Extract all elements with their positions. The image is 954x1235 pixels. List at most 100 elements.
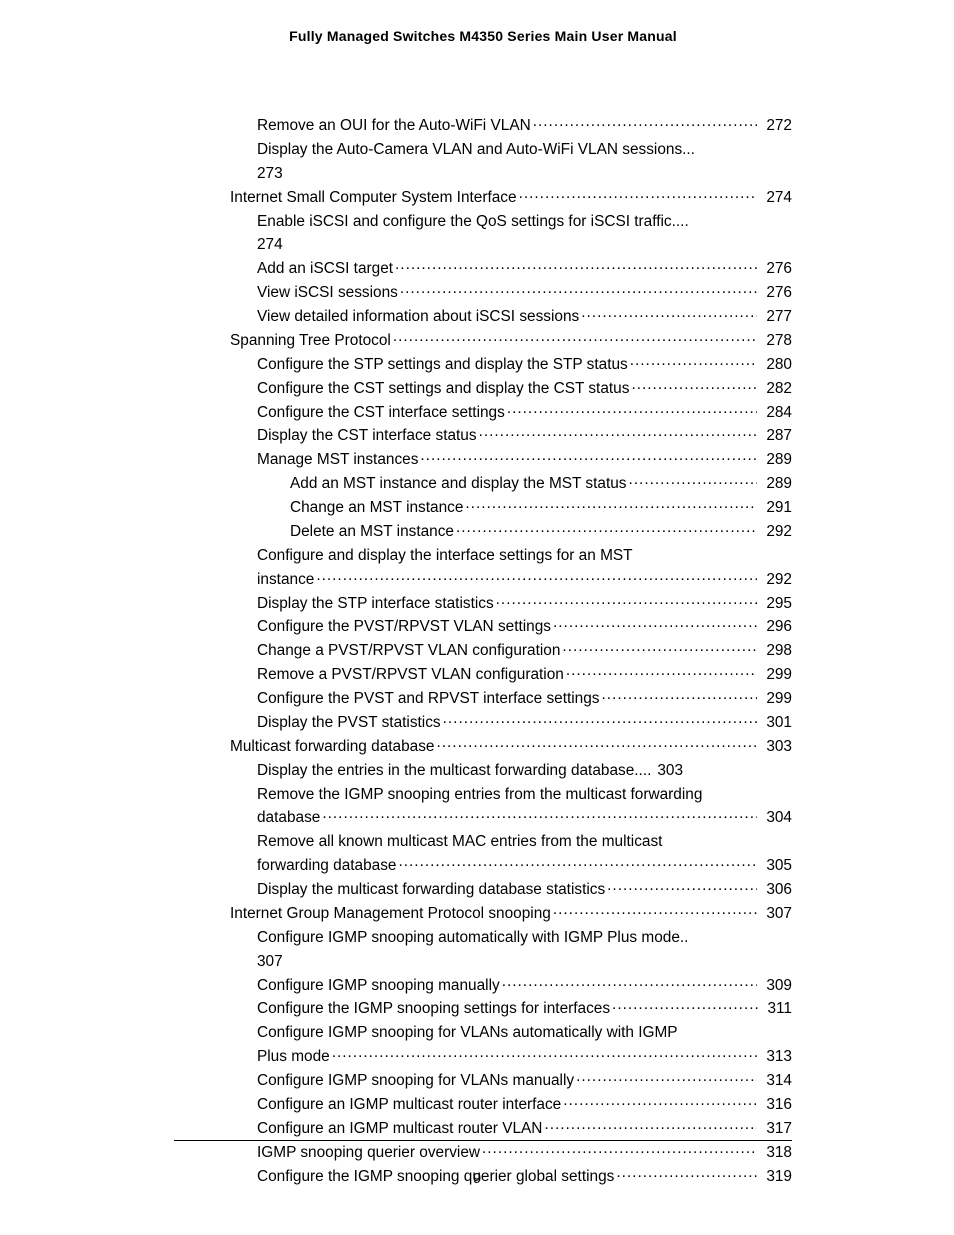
toc-label: View iSCSI sessions [257,281,398,305]
toc-page: 305 [760,854,792,878]
toc-entry[interactable]: View iSCSI sessions276 [174,281,792,305]
toc-entry[interactable]: Display the CST interface status287 [174,424,792,448]
toc-entry[interactable]: Configure the CST interface settings 284 [174,401,792,425]
toc-page: 282 [760,377,792,401]
toc-entry[interactable]: View detailed information about iSCSI se… [174,305,792,329]
toc-label: Display the PVST statistics [257,711,441,735]
toc-entry[interactable]: Add an MST instance and display the MST … [174,472,792,496]
toc-entry[interactable]: Configure the IGMP snooping settings for… [174,997,792,1021]
toc-entry[interactable]: Change an MST instance291 [174,496,792,520]
toc-entry[interactable]: Display the multicast forwarding databas… [174,878,792,902]
toc-entry[interactable]: IGMP snooping querier overview318 [174,1141,792,1165]
leader-dots [630,353,758,377]
toc-label: Remove all known multicast MAC entries f… [257,830,792,854]
toc-label: View detailed information about iSCSI se… [257,305,579,329]
leader-dots [612,997,758,1021]
toc-label: Manage MST instances [257,448,418,472]
toc-label: Display the entries in the multicast for… [257,762,651,779]
toc-label-cont: forwarding database [257,854,396,878]
leader-dots [393,329,757,353]
toc-label: Change a PVST/RPVST VLAN configuration [257,639,560,663]
toc-label: Configure IGMP snooping manually [257,974,500,998]
toc-entry[interactable]: Remove all known multicast MAC entries f… [174,830,792,878]
toc-entry[interactable]: Remove a PVST/RPVST VLAN configuration29… [174,663,792,687]
toc-label: Configure the CST interface settings [257,401,505,425]
leader-dots [420,448,757,472]
toc-entry[interactable]: Internet Small Computer System Interface… [174,186,792,210]
toc-entry[interactable]: Change a PVST/RPVST VLAN configuration29… [174,639,792,663]
toc-entry[interactable]: Configure the PVST/RPVST VLAN settings29… [174,615,792,639]
toc-page: 299 [760,663,792,687]
toc-entry[interactable]: Configure the STP settings and display t… [174,353,792,377]
toc-page: 295 [760,592,792,616]
toc-page: 316 [760,1093,792,1117]
toc-page: 289 [760,472,792,496]
toc-label: IGMP snooping querier overview [257,1141,480,1165]
toc-label: Delete an MST instance [290,520,454,544]
toc-entry[interactable]: Remove an OUI for the Auto-WiFi VLAN 272 [174,114,792,138]
toc-entry[interactable]: Configure and display the interface sett… [174,544,792,592]
toc-entry[interactable]: Remove the IGMP snooping entries from th… [174,783,792,831]
toc-entry[interactable]: Display the STP interface statistics 295 [174,592,792,616]
toc-entry[interactable]: Multicast forwarding database303 [174,735,792,759]
toc-label: Configure the PVST/RPVST VLAN settings [257,615,551,639]
toc-label-cont: Plus mode [257,1045,330,1069]
leader-dots [316,568,757,592]
leader-dots [443,711,758,735]
toc-entry[interactable]: Display the entries in the multicast for… [174,759,792,783]
toc-label: Add an iSCSI target [257,257,393,281]
toc-page: 272 [760,114,792,138]
leader-dots [482,1141,757,1165]
toc-entry[interactable]: Internet Group Management Protocol snoop… [174,902,792,926]
toc-entry[interactable]: Delete an MST instance 292 [174,520,792,544]
toc-entry[interactable]: Add an iSCSI target276 [174,257,792,281]
toc-entry[interactable]: Configure an IGMP multicast router inter… [174,1093,792,1117]
leader-dots [395,257,757,281]
toc-entry[interactable]: Configure IGMP snooping manually 309 [174,974,792,998]
toc-page: 307 [257,950,792,974]
toc-entry[interactable]: Configure IGMP snooping automatically wi… [174,926,792,974]
toc-label: Enable iSCSI and configure the QoS setti… [257,213,689,230]
toc-entry[interactable]: Configure IGMP snooping for VLANs automa… [174,1021,792,1069]
toc-entry[interactable]: Configure the PVST and RPVST interface s… [174,687,792,711]
toc-entry[interactable]: Configure an IGMP multicast router VLAN3… [174,1117,792,1141]
toc-entry[interactable]: Configure the CST settings and display t… [174,377,792,401]
leader-dots [398,854,757,878]
leader-dots [507,401,758,425]
toc-page: 277 [760,305,792,329]
leader-dots [436,735,757,759]
toc-page: 304 [760,806,792,830]
leader-dots [502,974,758,998]
leader-dots [629,472,758,496]
toc-page: 287 [760,424,792,448]
toc-label: Remove an OUI for the Auto-WiFi VLAN [257,114,531,138]
toc-entry[interactable]: Configure IGMP snooping for VLANs manual… [174,1069,792,1093]
toc-entry[interactable]: Manage MST instances289 [174,448,792,472]
toc-entry[interactable]: Enable iSCSI and configure the QoS setti… [174,210,792,258]
toc-label: Remove the IGMP snooping entries from th… [257,783,792,807]
toc-page: 309 [760,974,792,998]
toc-page: 274 [257,233,792,257]
toc-page: 284 [760,401,792,425]
toc-label: Spanning Tree Protocol [230,329,391,353]
page-number: 9 [0,1170,954,1187]
toc-label-cont: instance [257,568,314,592]
toc-entry[interactable]: Display the Auto-Camera VLAN and Auto-Wi… [174,138,792,186]
toc-label: Display the Auto-Camera VLAN and Auto-Wi… [257,141,695,158]
leader-dots [456,520,757,544]
toc-label: Display the STP interface statistics [257,592,494,616]
toc-page: 291 [760,496,792,520]
toc-label: Internet Small Computer System Interface [230,186,517,210]
toc-entry[interactable]: Display the PVST statistics301 [174,711,792,735]
toc-label: Add an MST instance and display the MST … [290,472,627,496]
leader-dots [607,878,757,902]
toc-page: 292 [760,520,792,544]
toc-label: Configure IGMP snooping for VLANs automa… [257,1021,792,1045]
toc-label: Internet Group Management Protocol snoop… [230,902,551,926]
toc-page: 303 [760,735,792,759]
toc-page: 274 [760,186,792,210]
toc-label: Configure an IGMP multicast router inter… [257,1093,561,1117]
toc-page: 273 [257,162,792,186]
toc-entry[interactable]: Spanning Tree Protocol278 [174,329,792,353]
toc-page: 280 [760,353,792,377]
